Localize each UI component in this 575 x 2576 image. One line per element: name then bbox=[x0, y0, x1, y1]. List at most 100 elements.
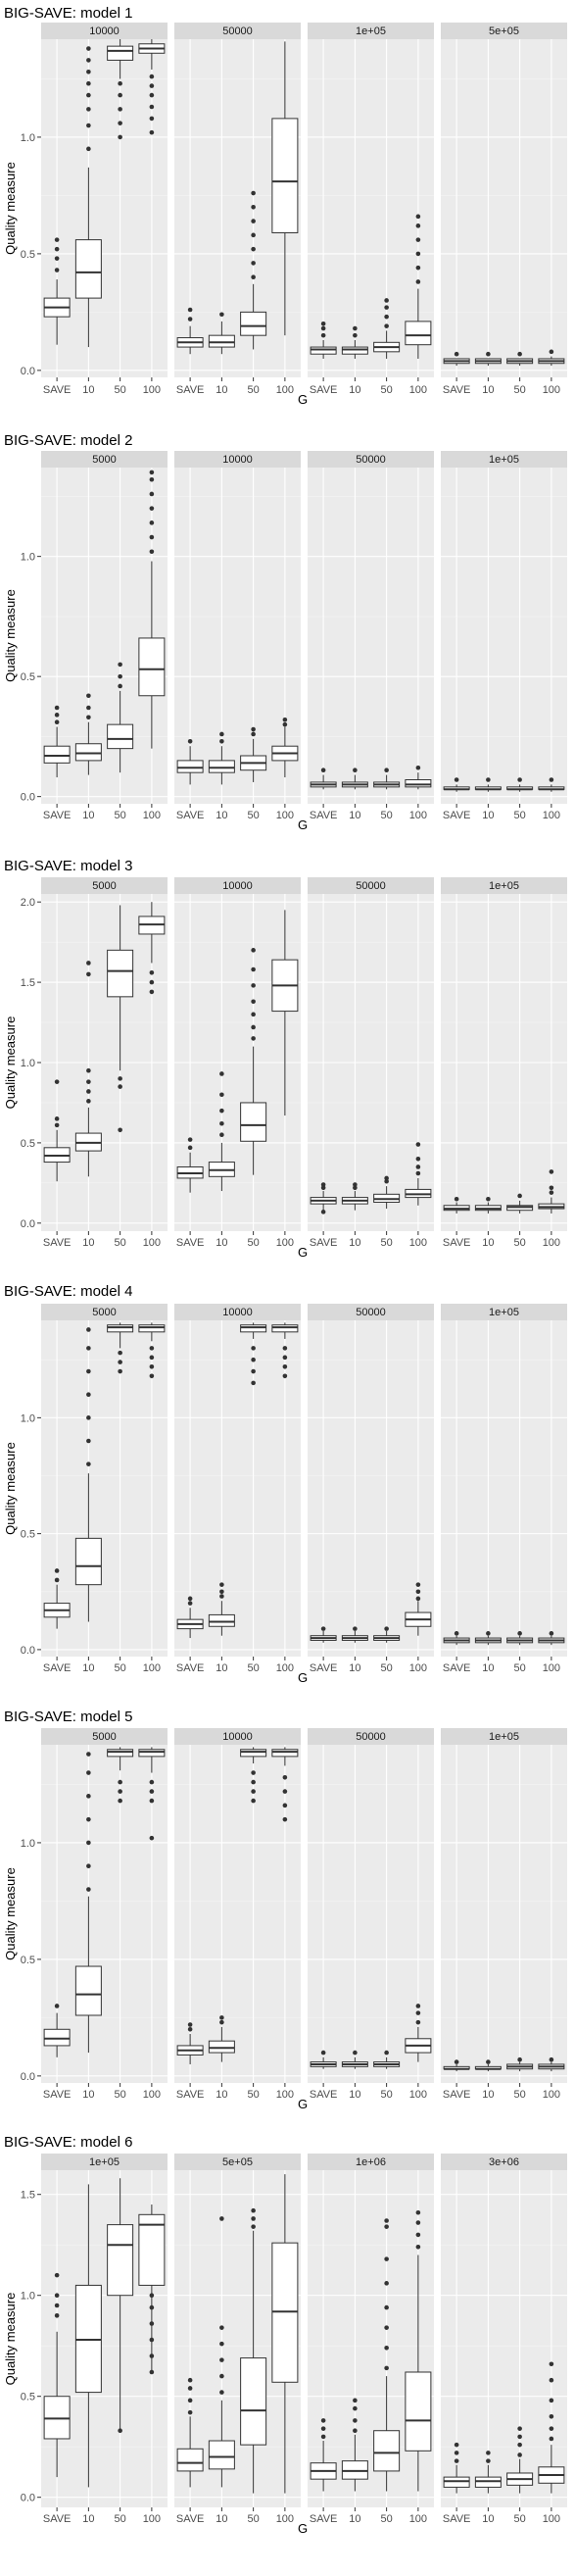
chart-title: BIG-SAVE: model 3 bbox=[4, 858, 132, 874]
box-50 bbox=[107, 1747, 134, 1804]
x-tick-label: 10 bbox=[349, 2089, 360, 2101]
outlier-point bbox=[251, 190, 256, 196]
box-SAVE bbox=[310, 321, 337, 359]
box-SAVE bbox=[176, 1596, 204, 1639]
x-tick-label: 10 bbox=[82, 1662, 94, 1674]
outlier-point bbox=[219, 1092, 224, 1098]
outlier-point bbox=[149, 1346, 155, 1351]
box-body bbox=[208, 1613, 235, 1627]
facet-strip bbox=[41, 1728, 168, 1745]
outlier-point bbox=[320, 2418, 326, 2423]
outlier-point bbox=[149, 476, 155, 482]
outlier-point bbox=[86, 705, 91, 711]
outlier-point bbox=[118, 1350, 122, 1356]
box-SAVE bbox=[310, 2418, 337, 2492]
outlier-point bbox=[86, 961, 91, 966]
box-10 bbox=[474, 1196, 502, 1214]
outlier-point bbox=[54, 1568, 60, 1573]
outlier-point bbox=[251, 2207, 256, 2213]
x-tick-label: 10 bbox=[216, 1237, 227, 1249]
facet-strip-label: 5e+05 bbox=[489, 25, 519, 37]
outlier-point bbox=[549, 777, 554, 782]
facet-panel-2: 50000 SAVE 10 50 100 bbox=[174, 23, 301, 396]
x-tick-label: SAVE bbox=[176, 2513, 205, 2525]
outlier-point bbox=[251, 1770, 256, 1775]
facet-strip bbox=[41, 1304, 168, 1320]
box-body bbox=[208, 334, 235, 348]
outlier-point bbox=[251, 1357, 256, 1362]
facet-strip bbox=[174, 1728, 301, 1745]
outlier-point bbox=[54, 2272, 60, 2278]
facet-panel-2: 10000 SAVE 10 50 100 bbox=[174, 1728, 301, 2101]
outlier-point bbox=[86, 46, 91, 51]
outlier-point bbox=[282, 1364, 288, 1369]
x-tick-label: 10 bbox=[216, 810, 227, 821]
facet-panel-3: 50000 SAVE 10 50 100 bbox=[308, 451, 434, 821]
chart-title: BIG-SAVE: model 5 bbox=[4, 1709, 132, 1725]
facet-strip-label: 1e+05 bbox=[89, 2156, 120, 2168]
outlier-point bbox=[384, 2325, 389, 2330]
outlier-point bbox=[187, 317, 193, 322]
outlier-point bbox=[251, 2216, 256, 2221]
outlier-point bbox=[320, 1626, 326, 1631]
box-100 bbox=[271, 910, 299, 1116]
outlier-point bbox=[86, 1840, 91, 1846]
box-body bbox=[373, 2430, 401, 2472]
outlier-point bbox=[118, 1798, 122, 1804]
box-SAVE bbox=[443, 2442, 470, 2494]
outlier-point bbox=[219, 1108, 224, 1114]
outlier-point bbox=[219, 2019, 224, 2025]
x-tick-label: 100 bbox=[543, 1662, 560, 1674]
box-10 bbox=[208, 1071, 235, 1192]
outlier-point bbox=[86, 58, 91, 63]
outlier-point bbox=[86, 1368, 91, 1374]
facet-panel-3: 50000 SAVE 10 50 100 bbox=[308, 1304, 434, 1674]
outlier-point bbox=[415, 1582, 421, 1587]
outlier-point bbox=[149, 549, 155, 555]
outlier-point bbox=[353, 2405, 358, 2411]
outlier-point bbox=[384, 2050, 389, 2056]
facet-strip bbox=[441, 1728, 567, 1745]
outlier-point bbox=[86, 1887, 91, 1892]
outlier-point bbox=[149, 2293, 155, 2299]
outlier-point bbox=[149, 116, 155, 122]
outlier-point bbox=[517, 777, 522, 782]
facet-panel-1: 1e+05 SAVE 10 50 100 bbox=[41, 2154, 168, 2525]
x-tick-label: 100 bbox=[409, 2513, 427, 2525]
y-tick-label: 1.0 bbox=[21, 132, 35, 144]
facet-panel-2: 5e+05 SAVE 10 50 100 bbox=[174, 2154, 301, 2525]
box-body bbox=[240, 1102, 267, 1142]
facet-panel-4: 1e+05 SAVE 10 50 100 bbox=[441, 877, 567, 1249]
y-tick-label: 1.0 bbox=[21, 2291, 35, 2303]
box-100 bbox=[538, 1631, 565, 1646]
box-body bbox=[240, 1324, 267, 1333]
facet-strip-label: 10000 bbox=[222, 454, 253, 466]
box-body bbox=[138, 1749, 166, 1758]
outlier-point bbox=[549, 2377, 554, 2383]
outlier-point bbox=[384, 2365, 389, 2371]
x-tick-label: 50 bbox=[115, 2089, 126, 2101]
box-SAVE bbox=[443, 1631, 470, 1646]
outlier-point bbox=[86, 1863, 91, 1869]
x-tick-label: 100 bbox=[276, 1662, 294, 1674]
outlier-point bbox=[118, 1127, 122, 1133]
outlier-point bbox=[353, 1185, 358, 1191]
outlier-point bbox=[353, 332, 358, 338]
chart-title: BIG-SAVE: model 2 bbox=[4, 432, 132, 449]
facet-strip-label: 5000 bbox=[92, 1731, 116, 1743]
outlier-point bbox=[187, 307, 193, 313]
box-SAVE bbox=[43, 237, 71, 345]
x-tick-label: 10 bbox=[216, 2089, 227, 2101]
box-body bbox=[74, 1965, 102, 2016]
outlier-point bbox=[149, 1373, 155, 1379]
box-10 bbox=[474, 1631, 502, 1646]
facet-strip-label: 10000 bbox=[222, 880, 253, 892]
box-10 bbox=[208, 1582, 235, 1636]
box-100 bbox=[405, 214, 432, 359]
outlier-point bbox=[251, 1779, 256, 1785]
x-tick-label: 50 bbox=[514, 2513, 526, 2525]
facet-strip bbox=[441, 451, 567, 468]
box-50 bbox=[506, 351, 534, 367]
y-axis-label: Quality measure bbox=[3, 2293, 18, 2386]
outlier-point bbox=[454, 2442, 459, 2448]
